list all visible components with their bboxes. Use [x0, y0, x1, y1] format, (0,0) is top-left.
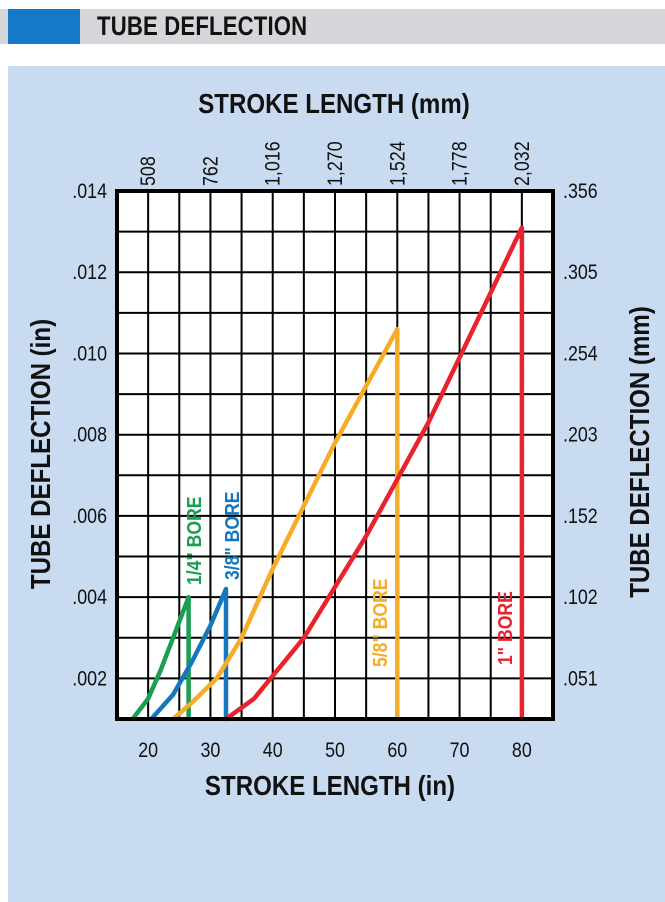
y2-tick-label: .305 [563, 261, 598, 285]
x2-tick-label: 1,778 [448, 141, 472, 186]
top-axis-title: STROKE LENGTH (mm) [198, 87, 470, 119]
series-label: 1" BORE [494, 591, 516, 665]
bottom-axis-title: STROKE LENGTH (in) [205, 769, 455, 801]
y-tick-label: .004 [72, 586, 107, 610]
x2-tick-label: 1,270 [324, 141, 348, 186]
x-tick-label: 60 [387, 739, 407, 763]
series-label: 5/8" BORE [369, 578, 391, 667]
x-tick-label: 50 [325, 739, 345, 763]
y2-tick-label: .203 [563, 423, 598, 447]
y2-tick-label: .051 [563, 667, 598, 691]
x-tick-label: 20 [138, 739, 158, 763]
right-axis-title: TUBE DEFLECTION (mm) [623, 306, 655, 598]
x2-tick-label: 1,016 [261, 141, 285, 186]
x2-tick-label: 1,524 [386, 141, 410, 186]
series-label: 3/8" BORE [221, 491, 243, 580]
x2-tick-label: 508 [137, 156, 161, 186]
x-tick-label: 80 [512, 739, 532, 763]
y-tick-label: .006 [72, 505, 107, 529]
x-tick-label: 70 [450, 739, 470, 763]
x2-tick-label: 2,032 [511, 141, 535, 186]
y-tick-label: .010 [72, 342, 107, 366]
y2-tick-label: .254 [563, 342, 598, 366]
series-label: 1/4" BORE [183, 496, 205, 585]
y2-tick-label: .152 [563, 505, 598, 529]
y2-tick-label: .356 [563, 180, 598, 204]
y-tick-label: .008 [72, 423, 107, 447]
x-tick-label: 40 [263, 739, 283, 763]
x2-tick-label: 762 [199, 156, 223, 186]
left-axis-title: TUBE DEFLECTION (in) [24, 319, 56, 589]
y-tick-label: .014 [72, 180, 107, 204]
y-tick-label: .002 [72, 667, 107, 691]
y-tick-label: .012 [72, 261, 107, 285]
y2-tick-label: .102 [563, 586, 598, 610]
x-tick-label: 30 [201, 739, 221, 763]
